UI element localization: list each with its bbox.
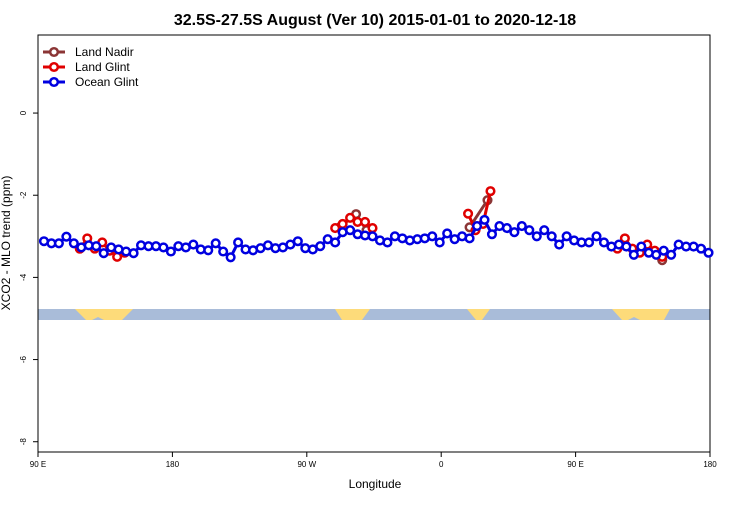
point (524, 225, 535, 236)
point (561, 231, 572, 242)
point (703, 247, 714, 258)
point (68, 238, 79, 249)
x-tick-label: 90 E (30, 460, 46, 469)
point (382, 237, 393, 248)
y-axis-label: XCO2 - MLO trend (ppm) (0, 176, 13, 311)
point (225, 252, 236, 263)
point (666, 249, 677, 260)
point (345, 212, 356, 223)
point (651, 249, 662, 260)
marks (38, 186, 714, 264)
land-strip (38, 309, 710, 320)
point (337, 218, 348, 230)
legend-marker (48, 46, 60, 58)
point (516, 220, 527, 232)
point (330, 237, 341, 248)
point (479, 214, 490, 225)
point (158, 242, 169, 253)
y-tick-label: -4 (19, 273, 28, 281)
legend-marker (48, 61, 60, 73)
point (531, 231, 542, 242)
point (539, 225, 550, 236)
point (128, 248, 139, 259)
x-tick-label: 180 (166, 460, 180, 469)
x-tick-label: 90 W (297, 460, 316, 469)
land-patch (612, 309, 670, 320)
ocean-band (38, 309, 710, 320)
point (591, 231, 602, 242)
point (218, 246, 229, 257)
point (509, 227, 520, 238)
x-tick-label: 0 (439, 460, 444, 469)
x-tick-label: 180 (703, 460, 717, 469)
point (165, 246, 176, 257)
point (485, 186, 496, 197)
chart-title: 32.5S-27.5S August (Ver 10) 2015-01-01 t… (174, 12, 576, 29)
point (486, 229, 498, 240)
point (442, 228, 453, 239)
land-patch (335, 309, 370, 320)
x-tick-label: 90 E (567, 460, 583, 469)
point (315, 241, 326, 252)
point (546, 231, 557, 242)
point (61, 231, 72, 242)
legend-label: Land Nadir (75, 45, 134, 59)
land-patch (75, 309, 133, 320)
x-axis-label: Longitude (349, 477, 402, 491)
point (598, 237, 610, 248)
point (359, 216, 371, 227)
point (583, 237, 595, 248)
legend-label: Ocean Glint (75, 75, 139, 89)
y-tick-label: -6 (19, 355, 28, 363)
point (464, 233, 475, 244)
point (233, 237, 244, 248)
point (636, 241, 647, 252)
plot-frame (37, 34, 711, 453)
point (628, 249, 639, 260)
point (427, 231, 438, 242)
point (471, 220, 483, 232)
point (463, 208, 474, 219)
point (554, 239, 565, 250)
point (210, 238, 221, 249)
point (203, 245, 214, 256)
point (367, 223, 378, 234)
point (53, 238, 64, 249)
y-tick-label: 0 (19, 110, 28, 115)
point (330, 223, 341, 234)
y-tick-label: -8 (19, 438, 28, 446)
point (695, 243, 707, 254)
legend-marker (48, 76, 60, 88)
point (621, 241, 632, 252)
point (658, 245, 669, 256)
point (91, 241, 102, 252)
point (501, 223, 512, 234)
land-patch (467, 309, 490, 320)
point (292, 236, 303, 247)
point (188, 239, 199, 250)
legend-label: Land Glint (75, 60, 130, 74)
point (98, 248, 109, 259)
point (434, 237, 445, 248)
y-tick-label: -2 (19, 191, 28, 199)
point (367, 231, 378, 242)
point (345, 225, 356, 236)
